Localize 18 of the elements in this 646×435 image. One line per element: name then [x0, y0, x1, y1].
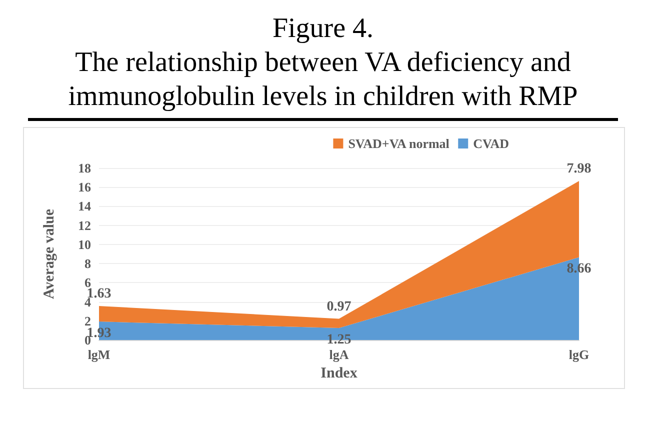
x-tick-label: lgG	[568, 347, 590, 362]
legend-label: CVAD	[473, 136, 510, 151]
y-tick-label: 14	[78, 198, 92, 214]
y-tick-label: 12	[78, 218, 91, 233]
data-label: 0.97	[326, 299, 352, 314]
y-axis-title: Average value	[42, 208, 58, 300]
y-tick-label: 18	[78, 160, 92, 176]
x-axis-title: Index	[320, 365, 358, 382]
y-tick-label: 2	[84, 313, 91, 328]
data-label: 7.98	[566, 161, 592, 176]
chart-title: Figure 4. The relationship between VA deficiency and immunoglobulin levels in children with RMP	[67, 12, 579, 114]
y-tick-label: 10	[78, 236, 91, 252]
x-tick-label: lgM	[88, 347, 110, 362]
y-tick-label: 16	[78, 180, 92, 195]
x-tick-label: lgA	[329, 347, 350, 362]
y-tick-label: 8	[84, 256, 92, 272]
legend-label: SVAD+VA normal	[348, 136, 450, 151]
data-label: 8.66	[566, 262, 592, 277]
